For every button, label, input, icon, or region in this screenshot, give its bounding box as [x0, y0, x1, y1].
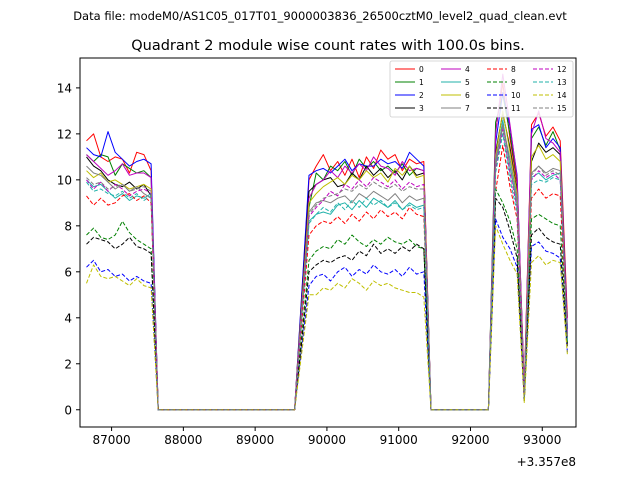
legend-label: 15 — [557, 104, 567, 113]
legend-label: 5 — [465, 78, 470, 87]
legend-label: 7 — [465, 104, 470, 113]
legend-box — [389, 60, 574, 118]
y-axis: 0 2 4 6 8 10 12 14 — [57, 81, 80, 417]
axes-frame — [79, 57, 577, 428]
legend-label: 3 — [419, 104, 424, 113]
x-tick-label: 88000 — [164, 433, 202, 447]
x-axis-offset-label: +3.357e8 — [517, 455, 576, 469]
legend-label: 9 — [511, 78, 516, 87]
y-tick-label: 8 — [64, 219, 72, 233]
legend-label: 2 — [419, 91, 424, 100]
figure-supertitle: Data file: modeM0/AS1C05_017T01_90000038… — [73, 9, 567, 23]
series-line-14 — [86, 225, 568, 411]
legend-label: 13 — [557, 78, 567, 87]
legend-label: 6 — [465, 91, 470, 100]
legend-label: 11 — [511, 104, 521, 113]
chart-title: Quadrant 2 module wise count rates with … — [131, 38, 525, 54]
legend-label: 1 — [419, 78, 424, 87]
y-tick-label: 0 — [64, 403, 72, 417]
series-line-12 — [86, 128, 568, 411]
x-axis: 87000 88000 89000 90000 91000 92000 93000 — [92, 427, 561, 447]
legend-label: 0 — [419, 65, 424, 74]
legend-label: 8 — [511, 65, 516, 74]
legend-label: 10 — [511, 91, 521, 100]
series-line-15 — [86, 126, 568, 411]
x-tick-label: 90000 — [308, 433, 346, 447]
x-tick-label: 91000 — [380, 433, 418, 447]
y-tick-label: 6 — [64, 265, 72, 279]
y-tick-label: 10 — [57, 173, 72, 187]
series-layer — [86, 73, 568, 411]
x-tick-label: 89000 — [236, 433, 274, 447]
x-tick-label: 92000 — [451, 433, 489, 447]
legend-label: 14 — [557, 91, 567, 100]
legend-label: 12 — [557, 65, 567, 74]
legend-label: 4 — [465, 65, 470, 74]
x-tick-label: 93000 — [523, 433, 561, 447]
x-tick-label: 87000 — [92, 433, 130, 447]
y-tick-label: 2 — [64, 357, 72, 371]
y-tick-label: 14 — [57, 81, 72, 95]
y-tick-label: 4 — [64, 311, 72, 325]
y-tick-label: 12 — [57, 127, 72, 141]
